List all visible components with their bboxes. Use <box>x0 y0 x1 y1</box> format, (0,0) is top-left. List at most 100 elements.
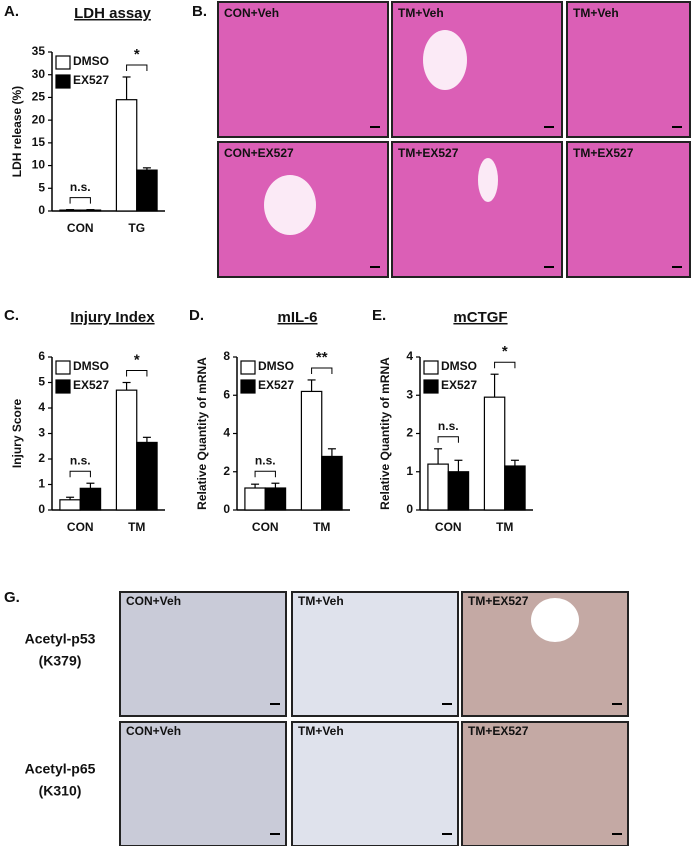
significance-bracket <box>254 470 276 478</box>
legend-label: EX527 <box>73 378 109 392</box>
bar <box>79 487 102 511</box>
panel-label: G. <box>4 589 20 606</box>
micrograph <box>119 591 287 717</box>
significance-bracket <box>494 361 516 369</box>
y-tick-label: 6 <box>223 387 230 401</box>
micrograph-label: TM+EX527 <box>573 146 634 160</box>
panel-label: C. <box>4 307 19 324</box>
significance-label: n.s. <box>70 180 91 194</box>
significance-bracket <box>126 64 148 71</box>
y-tick-label: 4 <box>406 349 413 363</box>
micrograph-label: CON+EX527 <box>224 146 294 160</box>
y-tick-label: 0 <box>38 502 45 516</box>
chart-title: LDH assay <box>74 5 151 22</box>
bar <box>447 471 470 511</box>
micrograph-label: TM+Veh <box>298 594 344 608</box>
micrograph <box>217 1 389 138</box>
y-tick-label: 0 <box>38 203 45 217</box>
y-tick-label: 10 <box>32 158 46 172</box>
vessel <box>531 598 579 642</box>
y-tick-label: 30 <box>32 67 46 81</box>
micrograph <box>391 141 563 278</box>
chart-title: mIL-6 <box>277 309 317 326</box>
x-tick-label: CON <box>67 520 94 534</box>
legend-swatch <box>423 360 439 375</box>
y-tick-label: 5 <box>38 375 45 389</box>
bar <box>136 441 158 511</box>
vessel <box>478 158 498 202</box>
significance-bracket <box>437 436 459 443</box>
bar <box>244 487 266 511</box>
legend-swatch <box>55 379 71 394</box>
x-tick-label: TM <box>128 520 145 534</box>
row-label: Acetyl-p53 <box>25 631 96 647</box>
significance-bracket <box>311 367 333 374</box>
legend-label: EX527 <box>73 73 109 87</box>
bar <box>321 455 343 511</box>
y-axis-label: Relative Quantity of mRNA <box>378 357 392 510</box>
y-tick-label: 4 <box>38 400 45 414</box>
y-tick-label: 35 <box>32 44 46 58</box>
micrograph-label: TM+EX527 <box>468 724 529 738</box>
y-tick-label: 0 <box>223 502 230 516</box>
vessel <box>264 175 316 235</box>
legend-swatch <box>423 379 439 394</box>
legend-swatch <box>55 360 71 375</box>
significance-label: n.s. <box>438 419 459 433</box>
legend-swatch <box>55 74 71 89</box>
bar <box>136 169 158 212</box>
legend-swatch <box>240 360 256 375</box>
legend-label: DMSO <box>258 359 294 373</box>
x-tick-label: TG <box>128 221 145 235</box>
y-tick-label: 3 <box>38 426 45 440</box>
y-tick-label: 20 <box>32 112 46 126</box>
x-tick-label: CON <box>252 520 279 534</box>
bar <box>115 389 138 511</box>
row-label: (K310) <box>39 783 82 799</box>
panel-label: B. <box>192 3 207 20</box>
y-tick-label: 0 <box>406 502 413 516</box>
legend-swatch <box>55 55 71 70</box>
significance-bracket <box>69 470 91 478</box>
y-tick-label: 1 <box>38 477 45 491</box>
y-tick-label: 3 <box>406 387 413 401</box>
bar <box>427 463 449 511</box>
y-tick-label: 25 <box>32 90 46 104</box>
y-tick-label: 5 <box>38 180 45 194</box>
bar <box>59 499 81 511</box>
row-label: Acetyl-p65 <box>25 761 96 777</box>
chart-title: Injury Index <box>70 309 155 326</box>
y-tick-label: 15 <box>32 135 46 149</box>
micrograph-label: TM+Veh <box>398 6 444 20</box>
micrograph <box>391 1 563 138</box>
legend-label: DMSO <box>441 359 477 373</box>
micrograph <box>291 591 459 717</box>
significance-label: * <box>134 46 140 63</box>
significance-bracket <box>126 370 148 377</box>
y-tick-label: 8 <box>223 349 230 363</box>
micrograph-label: TM+EX527 <box>468 594 529 608</box>
panel-label: D. <box>189 307 204 324</box>
micrograph-label: CON+Veh <box>224 6 279 20</box>
y-tick-label: 4 <box>223 426 230 440</box>
significance-label: * <box>502 343 508 360</box>
bar <box>115 99 138 212</box>
legend-label: EX527 <box>441 378 477 392</box>
panel-label: E. <box>372 307 386 324</box>
micrograph-label: TM+Veh <box>573 6 619 20</box>
y-tick-label: 2 <box>406 426 413 440</box>
bar <box>483 396 506 511</box>
bar <box>300 390 323 511</box>
micrograph <box>566 1 691 138</box>
bar <box>504 465 526 511</box>
y-axis-label: LDH release (%) <box>10 86 24 177</box>
significance-label: * <box>134 351 140 368</box>
significance-label: n.s. <box>255 453 276 467</box>
micrograph-label: TM+Veh <box>298 724 344 738</box>
legend-label: DMSO <box>73 359 109 373</box>
x-tick-label: TM <box>496 520 513 534</box>
micrograph-label: CON+Veh <box>126 724 181 738</box>
micrograph <box>119 721 287 846</box>
